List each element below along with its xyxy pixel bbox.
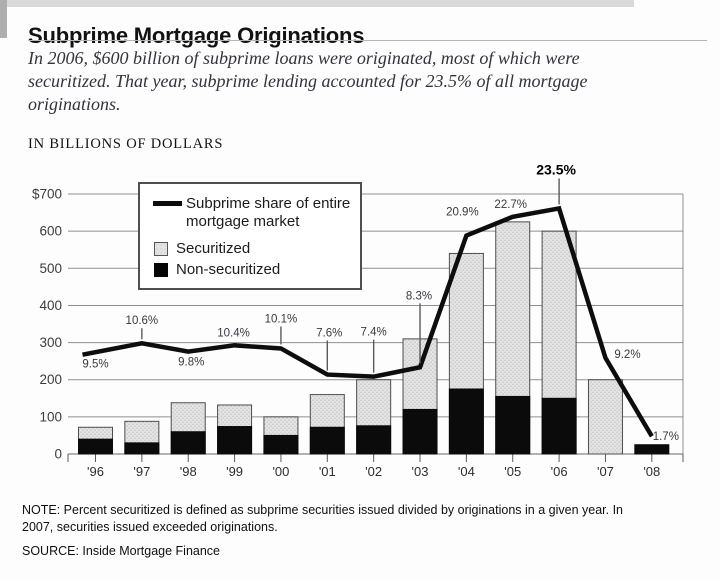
x-tick-label: '97	[133, 464, 150, 479]
y-tick-label: 300	[39, 335, 62, 350]
x-tick-label: '00	[272, 464, 289, 479]
share-pct-label: 10.6%	[126, 315, 159, 327]
subprime-originations-chart: $700 600 500 400 300 200 100 0 '96 '97 '98 '99 '00 '0…	[32, 161, 684, 479]
y-tick-label: 200	[39, 372, 62, 387]
bar-securitized	[587, 379, 623, 455]
share-pct-label: 22.7%	[494, 199, 527, 211]
bar-non-securitized	[124, 442, 160, 455]
title-divider	[28, 40, 707, 41]
share-pct-label: 7.6%	[316, 328, 342, 340]
share-pct-label: 9.5%	[82, 359, 108, 371]
share-pct-label: 7.4%	[361, 327, 387, 339]
x-tick-label: '98	[180, 464, 197, 479]
share-pct-label: 10.1%	[265, 313, 298, 325]
share-pct-label: 23.5%	[536, 161, 576, 177]
bar-non-securitized	[402, 408, 438, 455]
x-tick-label: '05	[504, 464, 521, 479]
y-tick-label: 600	[39, 224, 62, 239]
share-line-swatch	[153, 201, 182, 206]
x-tick-label: '08	[643, 464, 660, 479]
bar-non-securitized	[356, 425, 392, 455]
non-securitized-swatch	[154, 263, 168, 277]
bar-non-securitized	[309, 426, 345, 455]
chart-subtitle: In 2006, $600 billion of subprime loans …	[28, 47, 688, 116]
bar-non-securitized	[541, 397, 577, 455]
bar-non-securitized	[78, 438, 113, 455]
share-pct-label: 1.7%	[653, 431, 679, 443]
x-tick-label: '03	[412, 464, 429, 479]
legend: Subprime share of entire mortgage market…	[138, 182, 362, 290]
bar-non-securitized	[217, 426, 253, 455]
page-edge-artifact-left	[0, 0, 7, 38]
share-pct-label: 10.4%	[217, 327, 250, 339]
legend-item-securitized: Securitized	[153, 240, 360, 258]
line-annotations: 9.5% 10.6% 9.8% 10.4% 10.1% 7.6% 7.4% 8.3% 20.9%…	[82, 161, 679, 443]
y-tick-label: 100	[39, 409, 62, 424]
note-line-2: 2007, securities issued exceeded origina…	[22, 520, 278, 534]
page-title: Subprime Mortgage Originations	[28, 22, 365, 48]
bar-non-securitized	[263, 434, 299, 455]
y-tick-label: 400	[39, 298, 62, 313]
share-pct-label: 20.9%	[446, 207, 479, 219]
legend-share-line-label: Subprime share of entire mortgage market	[186, 195, 351, 230]
bar-non-securitized	[495, 395, 531, 455]
securitized-swatch	[154, 242, 168, 256]
note-line-1: NOTE: Percent securitized is defined as …	[22, 503, 623, 517]
bars-group	[78, 221, 670, 455]
share-pct-label: 9.8%	[178, 357, 204, 369]
bar-non-securitized	[448, 388, 484, 455]
bar-non-securitized	[634, 444, 670, 455]
legend-non-securitized-label: Non-securitized	[176, 261, 281, 278]
legend-item-share-line: Subprime share of entire mortgage market	[153, 195, 360, 231]
chart-note: NOTE: Percent securitized is defined as …	[22, 502, 716, 536]
subtitle-line-1: In 2006, $600 billion of subprime loans …	[28, 48, 580, 68]
x-tick-label: '96	[87, 464, 104, 479]
x-tick-label: '01	[319, 464, 336, 479]
y-tick-label: 0	[54, 447, 62, 462]
y-tick-label: 500	[39, 261, 62, 276]
share-pct-label: 9.2%	[614, 349, 640, 361]
subtitle-line-3: originations.	[28, 94, 121, 114]
x-tick-label: '04	[458, 464, 475, 479]
y-tick-label: $700	[32, 187, 62, 202]
x-tick-label: '06	[551, 464, 568, 479]
legend-securitized-label: Securitized	[176, 240, 251, 257]
x-axis: '96 '97 '98 '99 '00 '01 '02 '03 '04 '05 '06 '07 '08	[67, 454, 684, 479]
chart-source: SOURCE: Inside Mortgage Finance	[22, 544, 221, 558]
x-tick-label: '07	[597, 464, 614, 479]
subtitle-line-2: securitized. That year, subprime lending…	[28, 71, 588, 91]
y-axis-units-label: IN BILLIONS OF DOLLARS	[28, 136, 224, 152]
x-tick-label: '02	[365, 464, 382, 479]
bar-non-securitized	[170, 431, 206, 455]
page-edge-artifact-top	[0, 0, 634, 7]
share-pct-label: 8.3%	[406, 290, 432, 302]
legend-item-non-securitized: Non-securitized	[153, 261, 360, 279]
x-tick-label: '99	[226, 464, 243, 479]
share-line	[82, 205, 654, 438]
